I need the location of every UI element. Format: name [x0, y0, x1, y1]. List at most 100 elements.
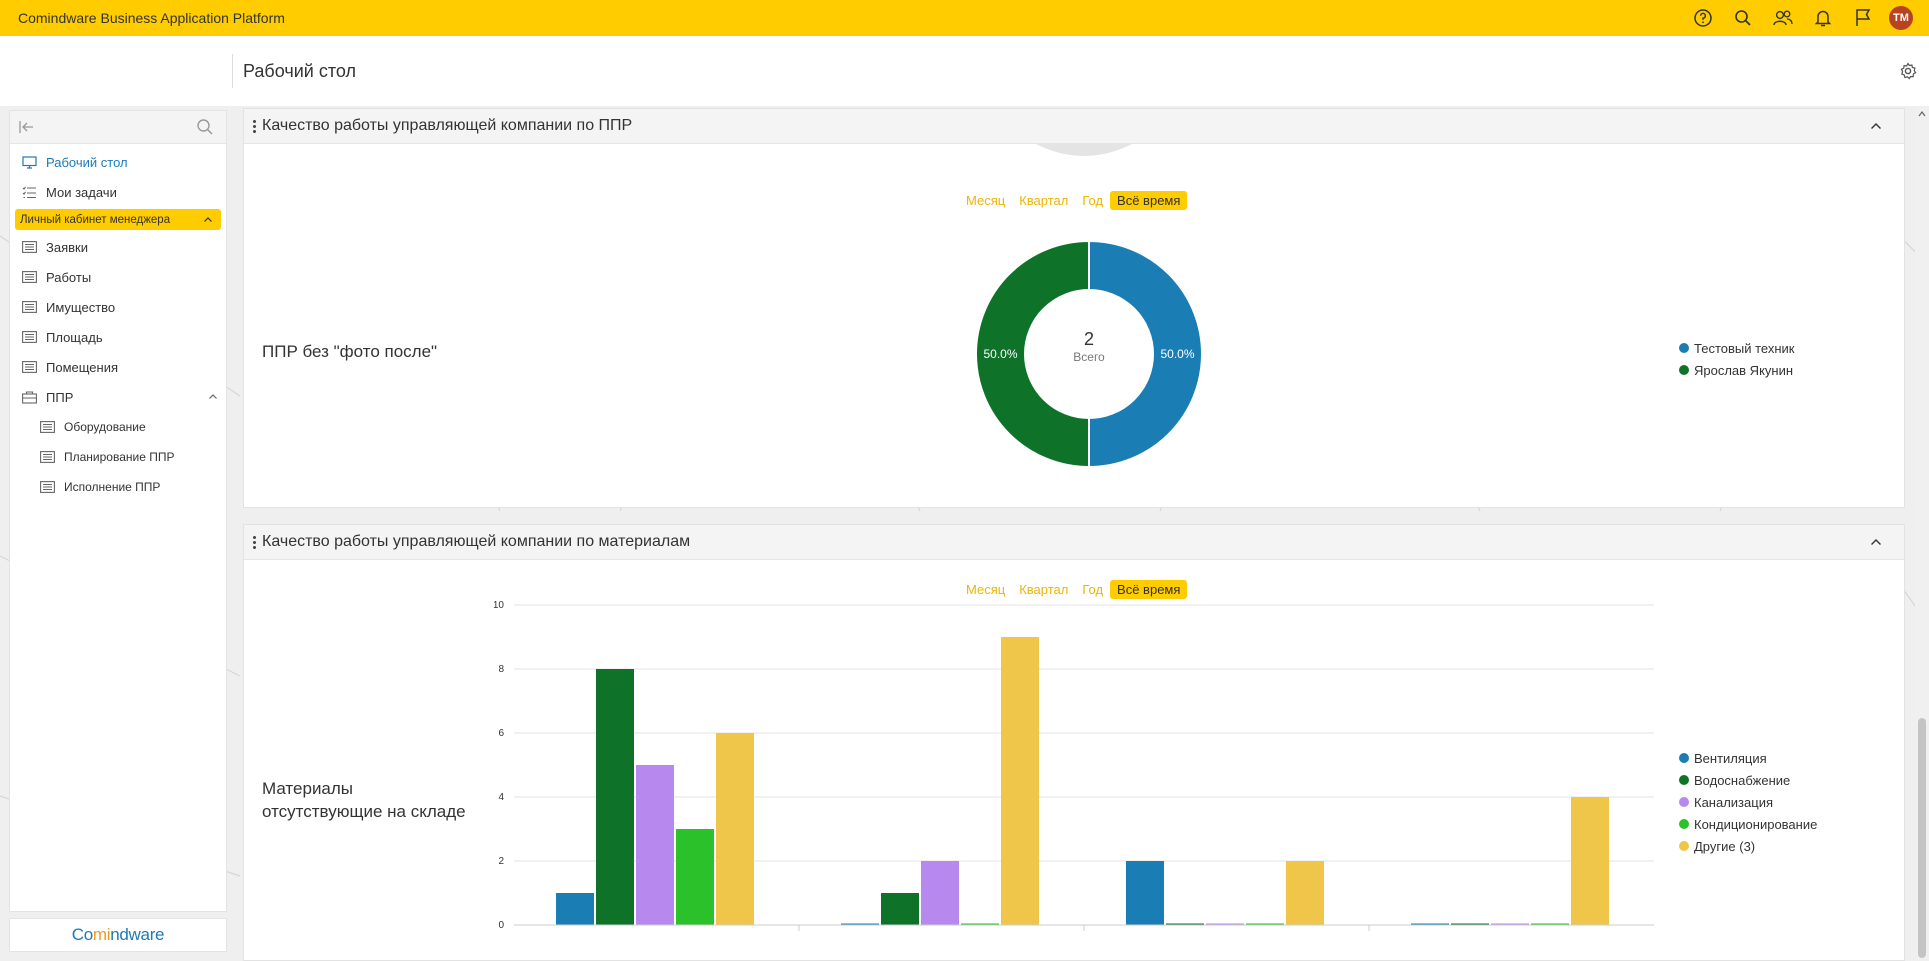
- bar[interactable]: [1246, 923, 1284, 926]
- period-month[interactable]: Месяц: [966, 582, 1006, 597]
- users-icon[interactable]: [1763, 0, 1803, 36]
- bar[interactable]: [596, 669, 634, 925]
- sidebar-item-area[interactable]: Площадь: [10, 322, 226, 352]
- partial-chart-edge: [1034, 143, 1134, 156]
- sidebar-group-manager-cabinet[interactable]: Личный кабинет менеджера: [15, 209, 221, 230]
- bar[interactable]: [1491, 923, 1529, 926]
- list-icon: [22, 270, 38, 284]
- bar[interactable]: [1286, 861, 1324, 925]
- sidebar-group-label: Личный кабинет менеджера: [20, 213, 171, 226]
- sidebar-item-label: Площадь: [46, 329, 103, 345]
- bar[interactable]: [921, 861, 959, 925]
- chevron-up-icon[interactable]: [1870, 121, 1882, 131]
- bar[interactable]: [1411, 923, 1449, 926]
- bar[interactable]: [881, 893, 919, 925]
- chevron-up-icon[interactable]: [1870, 537, 1882, 547]
- logo-text: Comindware: [71, 925, 165, 944]
- period-quarter[interactable]: Квартал: [1019, 193, 1069, 208]
- sidebar-item-requests[interactable]: Заявки: [10, 232, 226, 262]
- legend-label: Водоснабжение: [1694, 772, 1791, 788]
- list-icon: [40, 450, 56, 464]
- bar[interactable]: [1451, 923, 1489, 926]
- chart-label-line: Материалы: [262, 779, 354, 798]
- sidebar-item-rooms[interactable]: Помещения: [10, 352, 226, 382]
- bar[interactable]: [961, 923, 999, 926]
- app-title: Comindware Business Application Platform: [18, 10, 285, 26]
- settings-icon[interactable]: [1897, 60, 1919, 82]
- bar[interactable]: [676, 829, 714, 925]
- period-year[interactable]: Год: [1082, 193, 1104, 208]
- folder-icon: [22, 390, 38, 404]
- period-month[interactable]: Месяц: [966, 193, 1006, 208]
- donut-chart: 50.0% 50.0%: [975, 239, 1203, 469]
- bar[interactable]: [1126, 861, 1164, 925]
- search-icon[interactable]: [1723, 0, 1763, 36]
- legend-item[interactable]: Кондиционирование: [1679, 813, 1817, 835]
- sidebar-item-works[interactable]: Работы: [10, 262, 226, 292]
- sidebar-item-my-tasks[interactable]: Мои задачи: [10, 177, 226, 207]
- legend-item[interactable]: Водоснабжение: [1679, 769, 1817, 791]
- widget-ppr-quality: Качество работы управляющей компании по …: [243, 108, 1905, 508]
- list-icon: [40, 480, 56, 494]
- scroll-up-icon[interactable]: [1918, 110, 1926, 118]
- bell-icon[interactable]: [1803, 0, 1843, 36]
- bar[interactable]: [556, 893, 594, 925]
- y-tick-label: 0: [498, 920, 504, 931]
- legend-label: Кондиционирование: [1694, 816, 1818, 832]
- widget-title: Качество работы управляющей компании по …: [262, 117, 633, 134]
- widget-header: Качество работы управляющей компании по …: [244, 525, 1904, 560]
- sidebar-item-desktop[interactable]: Рабочий стол: [10, 147, 226, 177]
- sidebar-item-ppr[interactable]: ППР: [10, 382, 226, 412]
- legend-item[interactable]: Другие (3): [1679, 835, 1817, 857]
- widget-header: Качество работы управляющей компании по …: [244, 109, 1904, 144]
- flag-icon[interactable]: [1843, 0, 1883, 36]
- help-icon[interactable]: [1683, 0, 1723, 36]
- drag-handle-icon[interactable]: [249, 119, 259, 133]
- bar[interactable]: [636, 765, 674, 925]
- sidebar-item-property[interactable]: Имущество: [10, 292, 226, 322]
- drag-handle-icon[interactable]: [249, 535, 259, 549]
- bar[interactable]: [1531, 923, 1569, 926]
- legend-dot: [1679, 365, 1689, 375]
- legend-item[interactable]: Тестовый техник: [1679, 337, 1794, 359]
- legend-item[interactable]: Вентиляция: [1679, 747, 1817, 769]
- legend-item[interactable]: Канализация: [1679, 791, 1817, 813]
- scroll-thumb[interactable]: [1918, 718, 1926, 958]
- page-scrollbar[interactable]: [1915, 106, 1929, 959]
- sidebar-toolbar: [10, 111, 226, 144]
- donut-legend: Тестовый техник Ярослав Якунин: [1679, 337, 1794, 381]
- period-all-time[interactable]: Всё время: [1110, 580, 1188, 599]
- desktop-icon: [22, 155, 38, 169]
- avatar[interactable]: TM: [1889, 6, 1913, 30]
- list-icon: [22, 300, 38, 314]
- donut-center: 2 Всего: [1049, 329, 1129, 364]
- legend-label: Другие (3): [1694, 838, 1756, 854]
- bar[interactable]: [1001, 637, 1039, 925]
- period-quarter[interactable]: Квартал: [1019, 582, 1069, 597]
- bar[interactable]: [716, 733, 754, 925]
- period-year[interactable]: Год: [1082, 582, 1104, 597]
- sidebar-item-label: Мои задачи: [46, 184, 117, 200]
- bar[interactable]: [1166, 923, 1204, 926]
- donut-slice[interactable]: [975, 239, 1090, 469]
- legend-item[interactable]: Ярослав Якунин: [1679, 359, 1794, 381]
- sidebar-item-ppr-execution[interactable]: Исполнение ППР: [10, 472, 226, 502]
- y-tick-label: 8: [498, 664, 504, 675]
- sidebar-item-ppr-planning[interactable]: Планирование ППР: [10, 442, 226, 472]
- bar-chart: 0 2 4 6 8 10: [494, 600, 1654, 931]
- sidebar-item-equipment[interactable]: Оборудование: [10, 412, 226, 442]
- legend-label: Вентиляция: [1694, 750, 1767, 766]
- sidebar-item-label: Помещения: [46, 359, 119, 375]
- chart-label-line: отсутствующие на складе: [262, 802, 466, 821]
- sidebar-search-icon[interactable]: [196, 118, 214, 136]
- collapse-sidebar-icon[interactable]: [18, 119, 36, 135]
- donut-slice[interactable]: [1088, 239, 1203, 469]
- bar[interactable]: [841, 923, 879, 926]
- bar[interactable]: [1206, 923, 1244, 926]
- chevron-up-icon: [209, 394, 217, 399]
- y-tick-label: 2: [498, 856, 504, 867]
- period-all-time[interactable]: Всё время: [1110, 191, 1188, 210]
- top-bar: Comindware Business Application Platform…: [0, 0, 1929, 36]
- bar[interactable]: [1571, 797, 1609, 925]
- donut-total: 2: [1083, 329, 1094, 349]
